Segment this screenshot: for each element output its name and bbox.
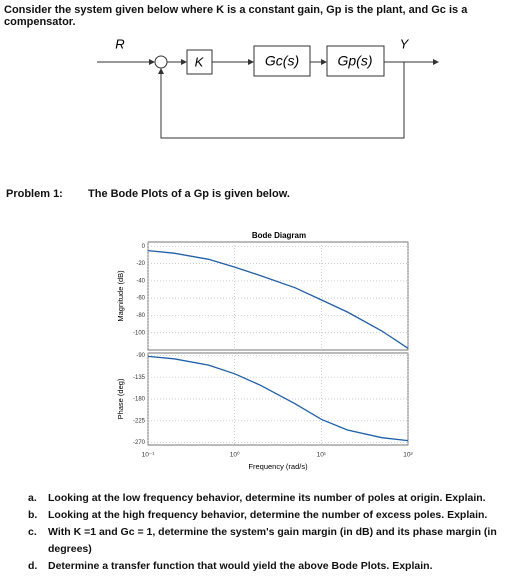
- question: c. With K =1 and Gc = 1, determine the sy…: [28, 524, 513, 558]
- bode-title: Bode Diagram: [252, 231, 306, 240]
- problem-label: Problem 1:: [6, 188, 63, 200]
- y-tick-label: -180: [133, 397, 146, 403]
- x-tick-label: 10¹: [317, 452, 327, 459]
- gain-block: K: [195, 54, 205, 69]
- plant-block: Gp(s): [338, 53, 373, 69]
- compensator-block: Gc(s): [265, 53, 299, 69]
- y-tick-label: -40: [136, 278, 145, 284]
- plot-frame: [147, 241, 409, 351]
- input-label: R: [115, 36, 124, 51]
- block-diagram: [97, 45, 439, 139]
- figure: R K Gc(s) Gp(s) Y Bode Diagram Frequency…: [97, 36, 439, 471]
- question-label: c.: [28, 526, 37, 538]
- y-tick-label: -135: [133, 375, 146, 381]
- y-tick-label: -225: [133, 418, 146, 424]
- y-tick-label: -90: [136, 353, 145, 359]
- question-label: b.: [28, 509, 38, 521]
- y-tick-label: -100: [133, 330, 146, 336]
- y-tick-label: -80: [136, 313, 145, 319]
- y-tick-label: -60: [136, 296, 145, 302]
- header: Consider the system given below where K …: [4, 4, 468, 28]
- y-tick-label: -20: [136, 261, 145, 267]
- problem-text: The Bode Plots of a Gp is given below.: [88, 188, 290, 200]
- question-text: Looking at the high frequency behavior, …: [48, 509, 488, 521]
- x-tick-label: 10⁰: [230, 451, 240, 459]
- question: b. Looking at the high frequency behavior…: [28, 507, 513, 524]
- magnitude-curve: [147, 249, 409, 349]
- y-axis-label: Magnitude (dB): [116, 270, 125, 322]
- question-label: a.: [28, 492, 37, 504]
- phase-curve: [147, 355, 409, 442]
- bode-plot: 0 -20 -40 -60 -80 -100 Magnitude (dB) -90 -135 -1…: [116, 241, 414, 459]
- question-text: Determine a transfer function that would…: [48, 560, 433, 572]
- output-label: Y: [400, 36, 410, 51]
- x-axis-label: Frequency (rad/s): [248, 462, 308, 471]
- question-label: d.: [28, 560, 38, 572]
- question-text: Looking at the low frequency behavior, d…: [48, 492, 486, 504]
- x-tick-label: 10⁻¹: [142, 452, 156, 459]
- question: d. Determine a transfer function that wou…: [28, 558, 513, 575]
- x-tick-label: 10²: [403, 452, 413, 459]
- question-text: With K =1 and Gc = 1, determine the syst…: [48, 526, 497, 555]
- y-tick-label: 0: [142, 244, 146, 250]
- y-tick-label: -270: [133, 440, 146, 446]
- y-axis-label: Phase (deg): [116, 378, 125, 419]
- question: a. Looking at the low frequency behavior,…: [28, 490, 513, 507]
